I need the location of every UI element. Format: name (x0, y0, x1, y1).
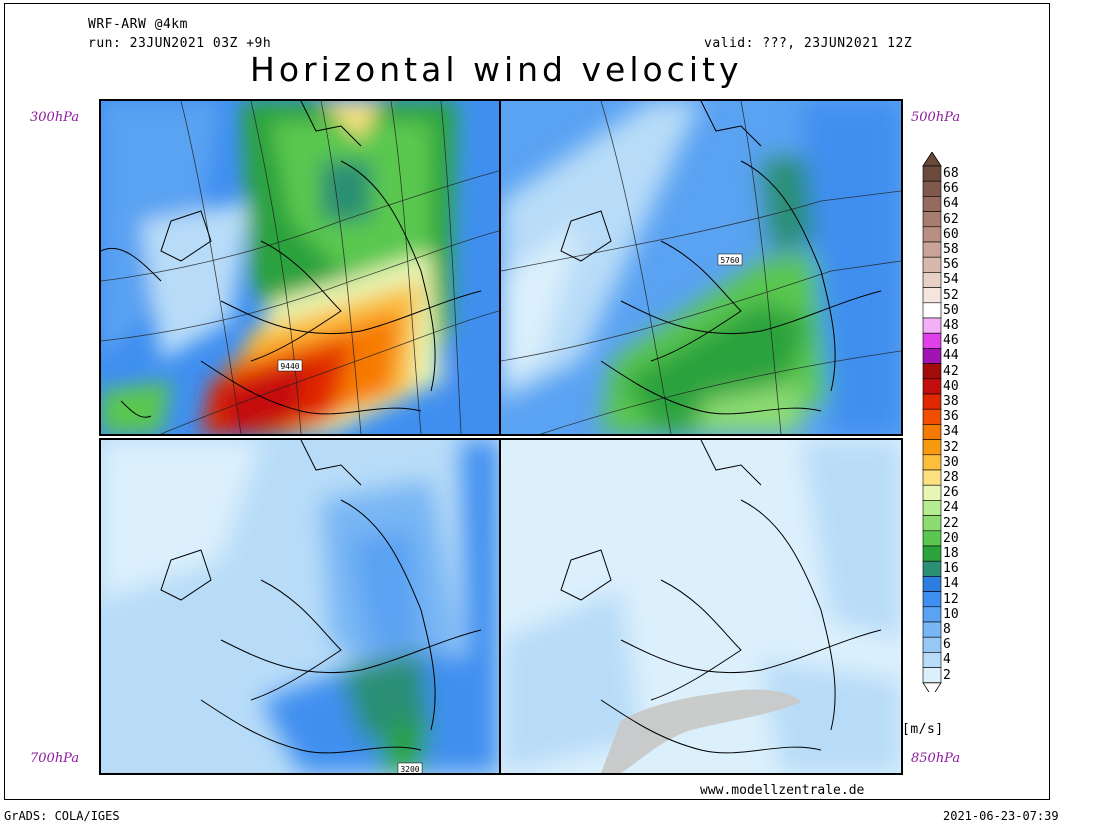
colorbar-swatch (922, 165, 942, 182)
colorbar-swatch (922, 530, 942, 547)
colorbar-swatch (922, 408, 942, 425)
run-label: run: 23JUN2021 03Z +9h (88, 36, 272, 51)
colorbar-tick-label: 62 (943, 211, 959, 227)
colorbar-tick-label: 10 (943, 606, 959, 622)
colorbar-swatch (922, 469, 942, 486)
colorbar-tick-label: 66 (943, 181, 959, 197)
colorbar-swatch (922, 332, 942, 349)
colorbar-swatch (922, 560, 942, 577)
colorbar-tick-label: 16 (943, 561, 959, 577)
level-label-300: 300hPa (30, 110, 80, 125)
map-panel-700hpa: 3200 (99, 438, 501, 775)
colorbar-tick-label: 34 (943, 424, 959, 440)
colorbar-tick-label: 44 (943, 348, 959, 364)
colorbar-tick-label: 4 (943, 652, 951, 668)
colorbar-tick-label: 32 (943, 439, 959, 455)
colorbar-swatch (922, 302, 942, 319)
colorbar-swatch (922, 378, 942, 395)
colorbar-swatch (922, 196, 942, 212)
colorbar-swatch (922, 439, 942, 456)
colorbar-swatch (922, 226, 942, 243)
colorbar-tick-label: 28 (943, 470, 959, 485)
colorbar-tick-label: 46 (943, 333, 959, 349)
colorbar-bottom-arrow (922, 682, 942, 698)
colorbar-tick-label: 20 (943, 530, 959, 546)
colorbar-swatch (922, 576, 942, 592)
colorbar-tick-label: 50 (943, 302, 959, 318)
colorbar-tick-label: 64 (943, 196, 959, 212)
colorbar-tick-label: 48 (943, 318, 959, 333)
colorbar-tick-label: 8 (943, 622, 951, 637)
colorbar-tick-label: 58 (943, 242, 959, 257)
colorbar-tick-label: 14 (943, 576, 959, 592)
level-label-850: 850hPa (911, 751, 961, 766)
colorbar-swatch (922, 591, 942, 608)
model-label: WRF-ARW @4km (88, 17, 188, 32)
colorbar-swatch (922, 652, 942, 668)
colorbar-swatch (922, 180, 942, 197)
colorbar-swatch (922, 484, 942, 501)
valid-label: valid: ???, 23JUN2021 12Z (704, 36, 913, 51)
credit-link[interactable]: www.modellzentrale.de (700, 783, 865, 798)
colorbar-top-arrow (922, 151, 942, 167)
map-panel-300hpa: 9440 (99, 99, 501, 436)
colorbar-tick-label: 56 (943, 257, 959, 273)
colorbar-tick-label: 42 (943, 363, 959, 379)
colorbar-swatch (922, 363, 942, 380)
colorbar-strip (922, 151, 942, 698)
colorbar-tick-label: 18 (943, 546, 959, 561)
colorbar-tick-label: 68 (943, 166, 959, 181)
colorbar-tick-label: 54 (943, 272, 959, 288)
colorbar-tick-label: 36 (943, 409, 959, 425)
colorbar-tick-label: 38 (943, 394, 959, 409)
level-label-500: 500hPa (911, 110, 961, 125)
colorbar-unit: [m/s] (902, 722, 944, 737)
colorbar-swatch (922, 287, 942, 304)
colorbar-swatch (922, 606, 942, 623)
colorbar-swatch (922, 621, 942, 638)
timestamp: 2021-06-23-07:39 (943, 809, 1059, 823)
colorbar-swatch (922, 241, 942, 258)
colorbar-swatch (922, 454, 942, 471)
map-panel-500hpa: 5760 (499, 99, 903, 436)
colorbar-tick-label: 30 (943, 454, 959, 470)
colorbar-swatch (922, 256, 942, 273)
colorbar-swatch (922, 317, 942, 334)
colorbar-swatch (922, 545, 942, 562)
colorbar-tick-label: 6 (943, 637, 951, 653)
contour-label-300: 9440 (280, 362, 299, 371)
page-title: Horizontal wind velocity (250, 50, 743, 89)
colorbar-swatch (922, 211, 942, 228)
colorbar-tick-label: 26 (943, 485, 959, 501)
colorbar-swatch (922, 393, 942, 410)
colorbar-swatch (922, 500, 942, 516)
grads-credit: GrADS: COLA/IGES (4, 809, 120, 823)
colorbar-tick-label: 2 (943, 667, 951, 683)
colorbar (922, 151, 942, 698)
colorbar-swatch (922, 636, 942, 653)
colorbar-swatch (922, 272, 942, 288)
contour-label-500: 5760 (720, 256, 739, 265)
colorbar-swatch (922, 667, 942, 684)
colorbar-tick-label: 60 (943, 226, 959, 242)
colorbar-tick-label: 52 (943, 287, 959, 303)
colorbar-tick-label: 22 (943, 515, 959, 531)
colorbar-tick-label: 40 (943, 378, 959, 394)
colorbar-swatch (922, 424, 942, 440)
colorbar-swatch (922, 348, 942, 364)
colorbar-tick-label: 24 (943, 500, 959, 516)
contour-label-700: 3200 (400, 765, 419, 773)
colorbar-swatch (922, 515, 942, 532)
colorbar-tick-label: 12 (943, 591, 959, 607)
figure-frame (4, 3, 1050, 800)
level-label-700: 700hPa (30, 751, 80, 766)
map-panel-850hpa (499, 438, 903, 775)
